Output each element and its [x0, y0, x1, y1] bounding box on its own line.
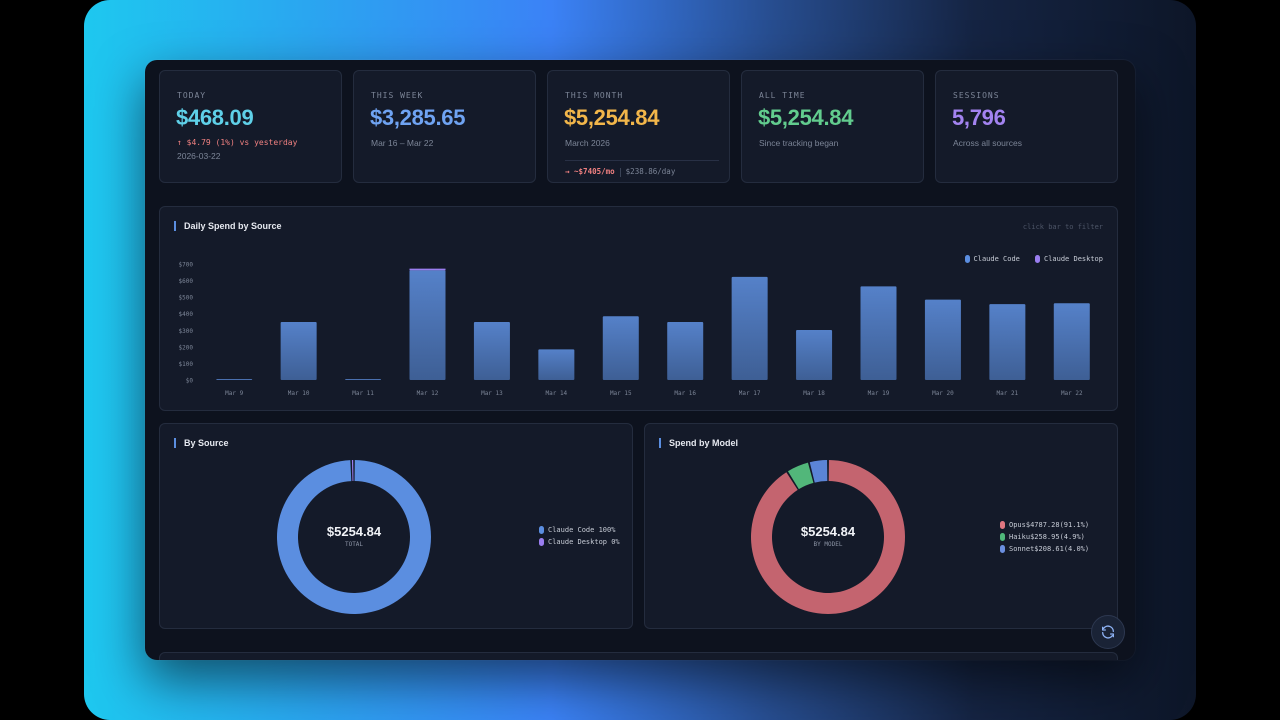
y-tick-label: $500: [179, 295, 194, 302]
bar-mar-18-claude-code[interactable]: [796, 329, 833, 380]
x-tick-label: Mar 22: [1061, 390, 1083, 397]
stat-label: ALL TIME: [759, 91, 806, 100]
dashboard-window: TODAY $468.09 ↑ $4.79 (1%) vs yesterday …: [145, 60, 1135, 660]
bar-mar-19-claude-code[interactable]: [860, 286, 897, 380]
y-tick-label: $700: [179, 262, 194, 269]
bar-mar-12-claude-code[interactable]: [409, 270, 446, 380]
x-tick-label: Mar 17: [739, 390, 761, 397]
daily-spend-bar-chart: $0 $100 $200 $300 $400 $500 $600 $700 Mar 9 Mar 1…: [179, 262, 1090, 397]
panel-title: Daily Spend by Source: [174, 221, 282, 231]
y-tick-label: $600: [179, 278, 194, 285]
bar-mar-22-claude-code[interactable]: [1053, 303, 1090, 380]
by-source-donut-chart: [277, 460, 431, 614]
y-tick-label: $0: [186, 378, 194, 385]
x-tick-label: Mar 12: [417, 390, 439, 397]
donut-slice-haiku[interactable]: [787, 462, 814, 490]
donut-slice-claude-desktop[interactable]: [351, 460, 354, 482]
legend-item-claude-code[interactable]: Claude Code 100%: [539, 524, 620, 536]
spend-by-model-panel: Spend by Model $5254.84 BY MODEL Opus $4…: [644, 423, 1118, 629]
y-tick-label: $200: [179, 344, 194, 351]
stat-card-sessions: SESSIONS 5,796 Across all sources: [935, 70, 1118, 183]
x-tick-label: Mar 16: [674, 390, 696, 397]
stat-label: THIS MONTH: [565, 91, 624, 100]
stat-label: SESSIONS: [953, 91, 1000, 100]
stat-label: THIS WEEK: [371, 91, 424, 100]
stat-value: $3,285.65: [370, 105, 466, 130]
donut-slice-sonnet[interactable]: [809, 460, 828, 483]
legend-item-opus[interactable]: Opus $4787.28 (91.1%): [1000, 519, 1089, 531]
stat-value: $5,254.84: [758, 105, 854, 130]
bar-mar-17-claude-code[interactable]: [731, 276, 768, 380]
model-legend: Opus $4787.28 (91.1%) Haiku $258.95 (4.9…: [1000, 519, 1089, 555]
legend-item-haiku[interactable]: Haiku $258.95 (4.9%): [1000, 531, 1089, 543]
stat-subtitle: Since tracking began: [759, 138, 839, 148]
stat-card-month: THIS MONTH $5,254.84 March 2026 → ~$7405…: [547, 70, 730, 183]
x-tick-label: Mar 18: [803, 390, 825, 397]
bar-mar-14-claude-code[interactable]: [538, 349, 575, 380]
x-tick-label: Mar 20: [932, 390, 954, 397]
divider: [565, 160, 719, 161]
legend-item-sonnet[interactable]: Sonnet $208.61 (4.0%): [1000, 543, 1089, 555]
bar-mar-13-claude-code[interactable]: [473, 322, 510, 380]
y-tick-label: $400: [179, 311, 194, 318]
panel-title: Spend by Model: [659, 438, 738, 448]
stat-card-today: TODAY $468.09 ↑ $4.79 (1%) vs yesterday …: [159, 70, 342, 183]
source-legend: Claude Code 100% Claude Desktop 0%: [539, 524, 620, 548]
legend-item-claude-code[interactable]: Claude Code: [964, 255, 1020, 263]
stat-value: $5,254.84: [564, 105, 660, 130]
stat-card-all-time: ALL TIME $5,254.84 Since tracking began: [741, 70, 924, 183]
bar-mar-16-claude-code[interactable]: [667, 322, 704, 380]
stat-value: $468.09: [176, 105, 254, 130]
x-tick-label: Mar 15: [610, 390, 632, 397]
legend-item-claude-desktop[interactable]: Claude Desktop 0%: [539, 536, 620, 548]
stat-card-week: THIS WEEK $3,285.65 Mar 16 – Mar 22: [353, 70, 536, 183]
stat-date: 2026-03-22: [177, 151, 221, 161]
refresh-button[interactable]: [1091, 615, 1125, 649]
x-tick-label: Mar 19: [868, 390, 890, 397]
donut-center-value: $5254.84: [326, 524, 382, 539]
by-source-panel: By Source $5254.84 TOTAL Claude Code 100…: [159, 423, 633, 629]
y-tick-label: $300: [179, 328, 194, 335]
bar-mar-21-claude-code[interactable]: [989, 304, 1026, 380]
donut-center-value: $5254.84: [800, 524, 856, 539]
stat-change: ↑ $4.79 (1%) vs yesterday: [177, 138, 298, 147]
stat-subtitle: Mar 16 – Mar 22: [371, 138, 434, 148]
month-projection: → ~$7405/mo $238.86/day: [565, 167, 675, 177]
bar-mar-9-claude-code[interactable]: [216, 379, 253, 380]
by-model-donut-chart: [751, 460, 905, 614]
next-panel-partial: [159, 652, 1118, 660]
projection-value: → ~$7405/mo: [565, 167, 615, 176]
bar-mar-11-claude-code[interactable]: [345, 379, 382, 380]
legend-item-claude-desktop[interactable]: Claude Desktop: [1034, 255, 1103, 263]
stat-subtitle: March 2026: [565, 138, 610, 148]
donut-center-label: BY MODEL: [813, 541, 843, 548]
stat-label: TODAY: [177, 91, 207, 100]
bar-mar-10-claude-code[interactable]: [280, 322, 317, 380]
x-tick-label: Mar 13: [481, 390, 503, 397]
refresh-icon: [1102, 625, 1114, 639]
daily-spend-panel: Daily Spend by Source click bar to filte…: [159, 206, 1118, 411]
stat-subtitle: Across all sources: [953, 138, 1022, 148]
chart-legend: Claude Code Claude Desktop: [955, 248, 1103, 267]
bar-mar-15-claude-code[interactable]: [602, 316, 639, 380]
daily-average: $238.86/day: [625, 167, 676, 176]
stat-value: 5,796: [952, 105, 1006, 130]
panel-title: By Source: [174, 438, 229, 448]
filter-hint: click bar to filter: [1022, 223, 1103, 231]
x-tick-label: Mar 9: [225, 390, 243, 397]
donut-center-label: TOTAL: [344, 541, 364, 548]
bar-mar-12-claude-desktop[interactable]: [409, 268, 446, 271]
x-tick-label: Mar 10: [288, 390, 310, 397]
x-tick-label: Mar 14: [546, 390, 568, 397]
y-tick-label: $100: [179, 361, 194, 368]
x-tick-label: Mar 11: [352, 390, 374, 397]
x-tick-label: Mar 21: [997, 390, 1019, 397]
bar-mar-20-claude-code[interactable]: [924, 299, 961, 380]
